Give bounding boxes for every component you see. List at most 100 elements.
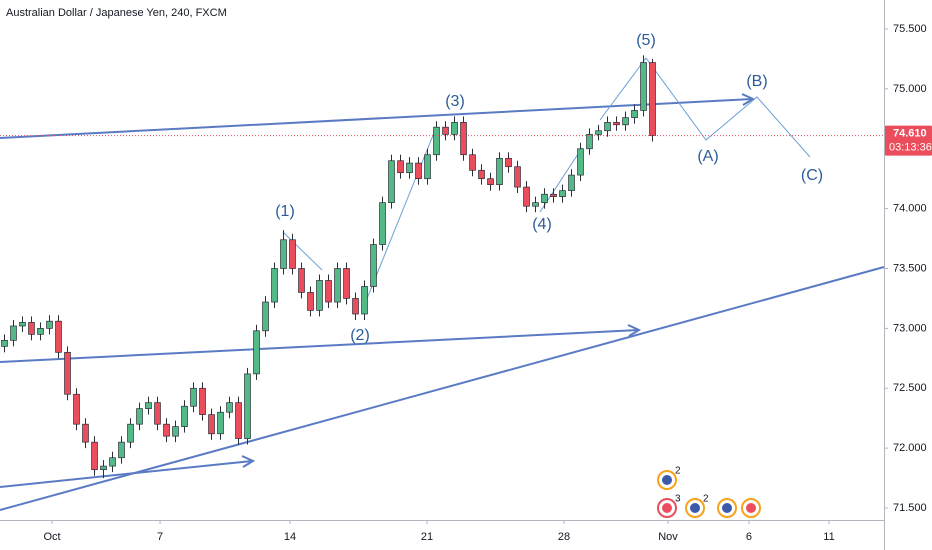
candle-body xyxy=(541,193,548,203)
candle-body xyxy=(181,405,188,427)
candle-body xyxy=(208,414,215,435)
y-tick-label: 71.500 xyxy=(893,502,927,514)
candle-body xyxy=(82,423,89,443)
candle-body xyxy=(190,387,197,407)
candle-body xyxy=(379,202,386,245)
candle-body xyxy=(586,134,593,150)
candle-body xyxy=(532,202,539,207)
wave-label: (A) xyxy=(697,148,718,165)
wave-label: (2) xyxy=(350,327,370,344)
candle-body xyxy=(244,373,251,439)
trend-line xyxy=(0,98,753,139)
last-price-box xyxy=(885,125,932,156)
candle-body xyxy=(199,387,206,415)
x-tick-label: 6 xyxy=(746,531,752,543)
candle-body xyxy=(73,393,80,425)
candle-body xyxy=(622,117,629,126)
arrow-head xyxy=(627,324,642,337)
candle-body xyxy=(136,408,143,425)
candle-body xyxy=(352,298,359,315)
wave-label: (C) xyxy=(801,167,823,184)
candle-body xyxy=(649,62,656,136)
trend-line xyxy=(0,329,639,363)
candle-body xyxy=(469,154,476,171)
wave-label: (4) xyxy=(532,216,552,233)
y-tick-label: 73.000 xyxy=(893,322,927,334)
candle-body xyxy=(388,160,395,203)
candle-body xyxy=(118,441,125,459)
candle-body xyxy=(604,122,611,132)
x-tick-label: Nov xyxy=(658,531,678,543)
wave-line xyxy=(282,231,323,271)
trend-line xyxy=(0,266,885,511)
candle-body xyxy=(550,193,557,197)
candle-body xyxy=(37,328,44,335)
candle-body xyxy=(19,322,26,327)
candle-body xyxy=(289,239,296,269)
candle-body xyxy=(370,244,377,287)
y-tick-label: 72.500 xyxy=(893,382,927,394)
y-tick-label: 75.000 xyxy=(893,83,927,95)
candle-body xyxy=(316,280,323,311)
wave-label: (1) xyxy=(275,203,295,220)
y-tick-label: 74.000 xyxy=(893,203,927,215)
x-tick-label: Oct xyxy=(43,531,60,543)
candle-body xyxy=(109,457,116,467)
candle-body xyxy=(127,423,134,443)
event-count: 2 xyxy=(703,494,709,505)
candle-body xyxy=(91,441,98,471)
candle-body xyxy=(1,340,8,347)
candle-body xyxy=(631,110,638,118)
candle-body xyxy=(613,122,620,126)
event-flag xyxy=(662,503,672,513)
candle-body xyxy=(415,162,422,180)
last-price-label: 74.610 xyxy=(893,127,927,139)
candle-body xyxy=(343,268,350,299)
event-flag xyxy=(746,503,756,513)
candle-body xyxy=(271,268,278,303)
countdown: 03:13:36 xyxy=(889,141,932,153)
candle-body xyxy=(595,130,602,135)
y-tick-label: 75.500 xyxy=(893,23,927,35)
candle-body xyxy=(64,351,71,395)
candle-body xyxy=(280,239,287,269)
y-tick-label: 73.500 xyxy=(893,262,927,274)
candle-body xyxy=(514,166,521,188)
candle-body xyxy=(172,426,179,437)
candle-body xyxy=(217,411,224,435)
trend-line xyxy=(0,460,253,488)
candle-body xyxy=(361,286,368,315)
event-flag xyxy=(690,503,700,513)
candle-body xyxy=(334,268,341,303)
y-tick-label: 72.000 xyxy=(893,442,927,454)
candle-body xyxy=(424,154,431,180)
candle-body xyxy=(226,402,233,413)
candle-body xyxy=(460,122,467,156)
x-tick-label: 7 xyxy=(157,531,163,543)
candle-body xyxy=(487,178,494,186)
candle-body xyxy=(397,160,404,174)
x-tick-label: 14 xyxy=(284,531,296,543)
arrow-head xyxy=(241,455,256,468)
candle-body xyxy=(28,322,35,335)
candle-body xyxy=(568,174,575,192)
candles xyxy=(1,55,656,479)
x-tick-label: 11 xyxy=(823,531,834,543)
x-tick-label: 28 xyxy=(558,531,570,543)
event-flag xyxy=(662,475,672,485)
event-count: 3 xyxy=(675,494,681,505)
candle-body xyxy=(442,126,449,135)
x-tick-label: 21 xyxy=(421,531,433,543)
candle-body xyxy=(145,402,152,409)
candle-body xyxy=(100,465,107,471)
candle-body xyxy=(46,320,53,329)
arrow-head xyxy=(741,93,756,106)
candle-body xyxy=(10,325,17,341)
candle-body xyxy=(235,402,242,439)
candle-body xyxy=(523,186,530,207)
candle-body xyxy=(163,423,170,437)
candle-body xyxy=(307,292,314,311)
candle-body xyxy=(451,122,458,135)
